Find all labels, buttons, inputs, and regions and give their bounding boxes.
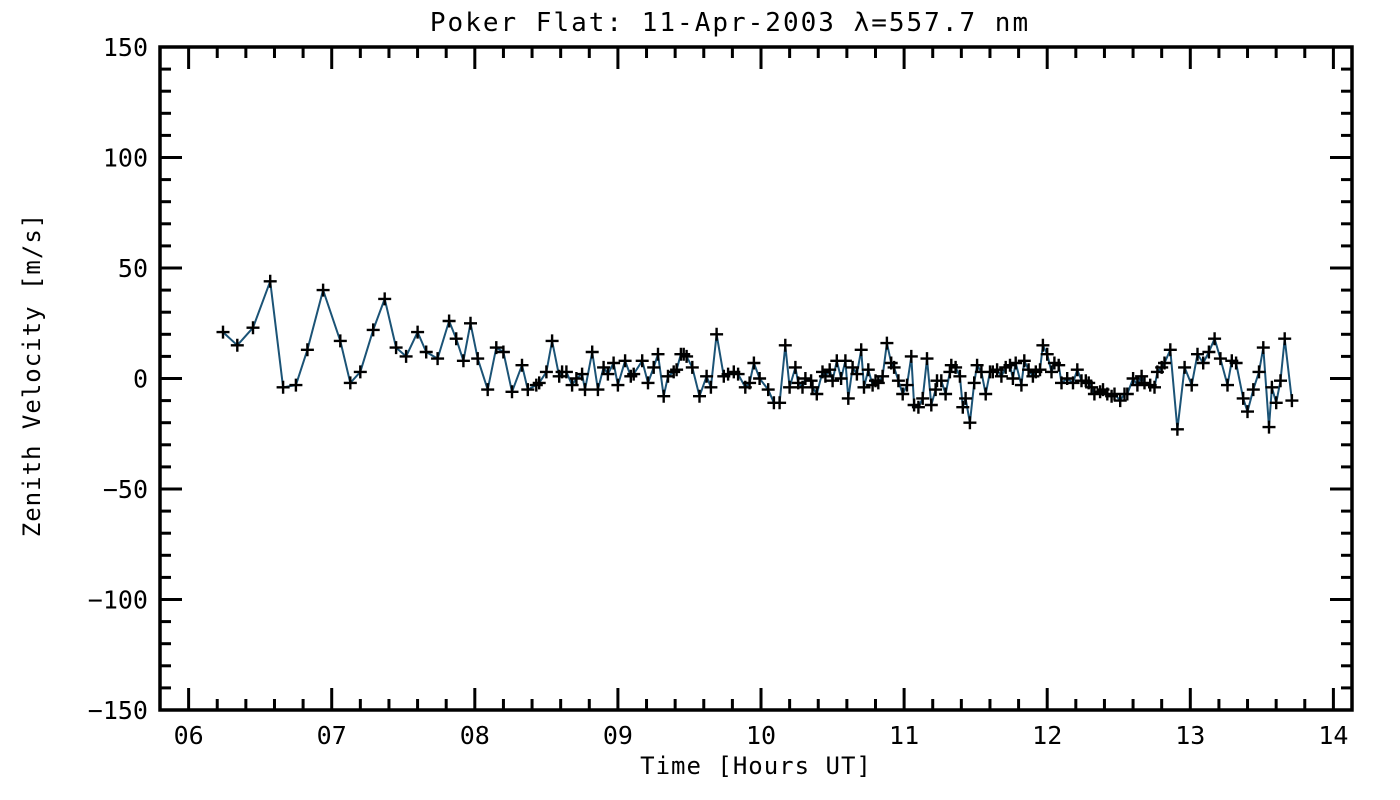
y-tick-label: 150 xyxy=(103,33,148,62)
x-tick-label: 13 xyxy=(1175,721,1205,750)
y-tick-label: −50 xyxy=(103,475,148,504)
y-tick-labels: −150 −100 −50 0 50 100 150 xyxy=(88,33,148,725)
y-tick-label: −100 xyxy=(88,586,148,615)
data-markers xyxy=(216,274,1299,436)
x-tick-label: 08 xyxy=(460,721,490,750)
y-tick-label: 100 xyxy=(103,144,148,173)
x-tick-label: 14 xyxy=(1318,721,1348,750)
x-ticks xyxy=(158,47,1335,710)
x-tick-label: 11 xyxy=(889,721,919,750)
data-line xyxy=(222,280,1293,431)
x-tick-label: 09 xyxy=(603,721,633,750)
y-tick-label: 50 xyxy=(118,254,148,283)
y-tick-label: −150 xyxy=(88,696,148,725)
x-tick-label: 12 xyxy=(1032,721,1062,750)
x-tick-labels: 06 07 08 09 10 11 12 13 14 xyxy=(174,721,1349,750)
y-ticks xyxy=(160,45,1352,712)
x-axis-label: Time [Hours UT] xyxy=(640,752,872,780)
y-tick-label: 0 xyxy=(133,365,148,394)
x-tick-label: 07 xyxy=(317,721,347,750)
x-tick-label: 06 xyxy=(174,721,204,750)
chart-title: Poker Flat: 11-Apr-2003 λ=557.7 nm xyxy=(429,8,1031,38)
x-tick-label: 10 xyxy=(746,721,776,750)
